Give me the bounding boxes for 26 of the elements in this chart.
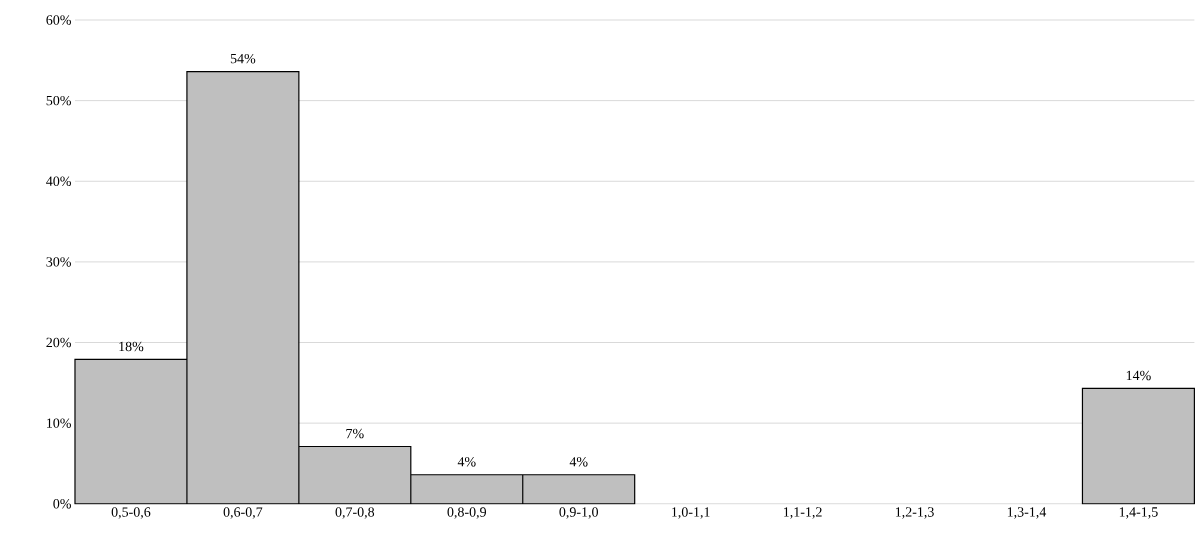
- x-tick-label: 0,5-0,6: [111, 507, 151, 519]
- data-label: 4%: [457, 457, 476, 467]
- data-label: 18%: [119, 341, 144, 352]
- x-tick-label: 0,7-0,8: [335, 507, 375, 519]
- y-tick-label: 10%: [47, 418, 71, 429]
- data-label: 4%: [569, 457, 588, 467]
- x-tick-label: 1,2-1,3: [895, 507, 934, 519]
- x-tick-label: 0,8-0,9: [447, 507, 487, 519]
- bar: [74, 358, 188, 505]
- y-tick-label: 40%: [46, 176, 71, 187]
- x-tick-label: 0,9-1,0: [559, 507, 599, 519]
- bar: [1081, 387, 1195, 505]
- bar: [186, 71, 300, 505]
- y-tick-label: 60%: [46, 15, 71, 25]
- x-tick-label: 1,4-1,5: [1119, 507, 1158, 519]
- y-tick-label: 50%: [46, 96, 71, 106]
- y-tick-label: 20%: [46, 337, 71, 348]
- data-label: 14%: [1126, 370, 1151, 381]
- data-label: 7%: [346, 428, 364, 439]
- x-tick-label: 1,3-1,4: [1007, 507, 1047, 519]
- y-tick-label: 30%: [46, 257, 71, 267]
- x-tick-label: 1,1-1,2: [784, 507, 822, 519]
- y-tick-label: 0%: [53, 499, 71, 509]
- x-tick-label: 0,6-0,7: [223, 507, 263, 519]
- data-label: 54%: [230, 54, 256, 64]
- x-tick-label: 1,0-1,1: [672, 507, 710, 519]
